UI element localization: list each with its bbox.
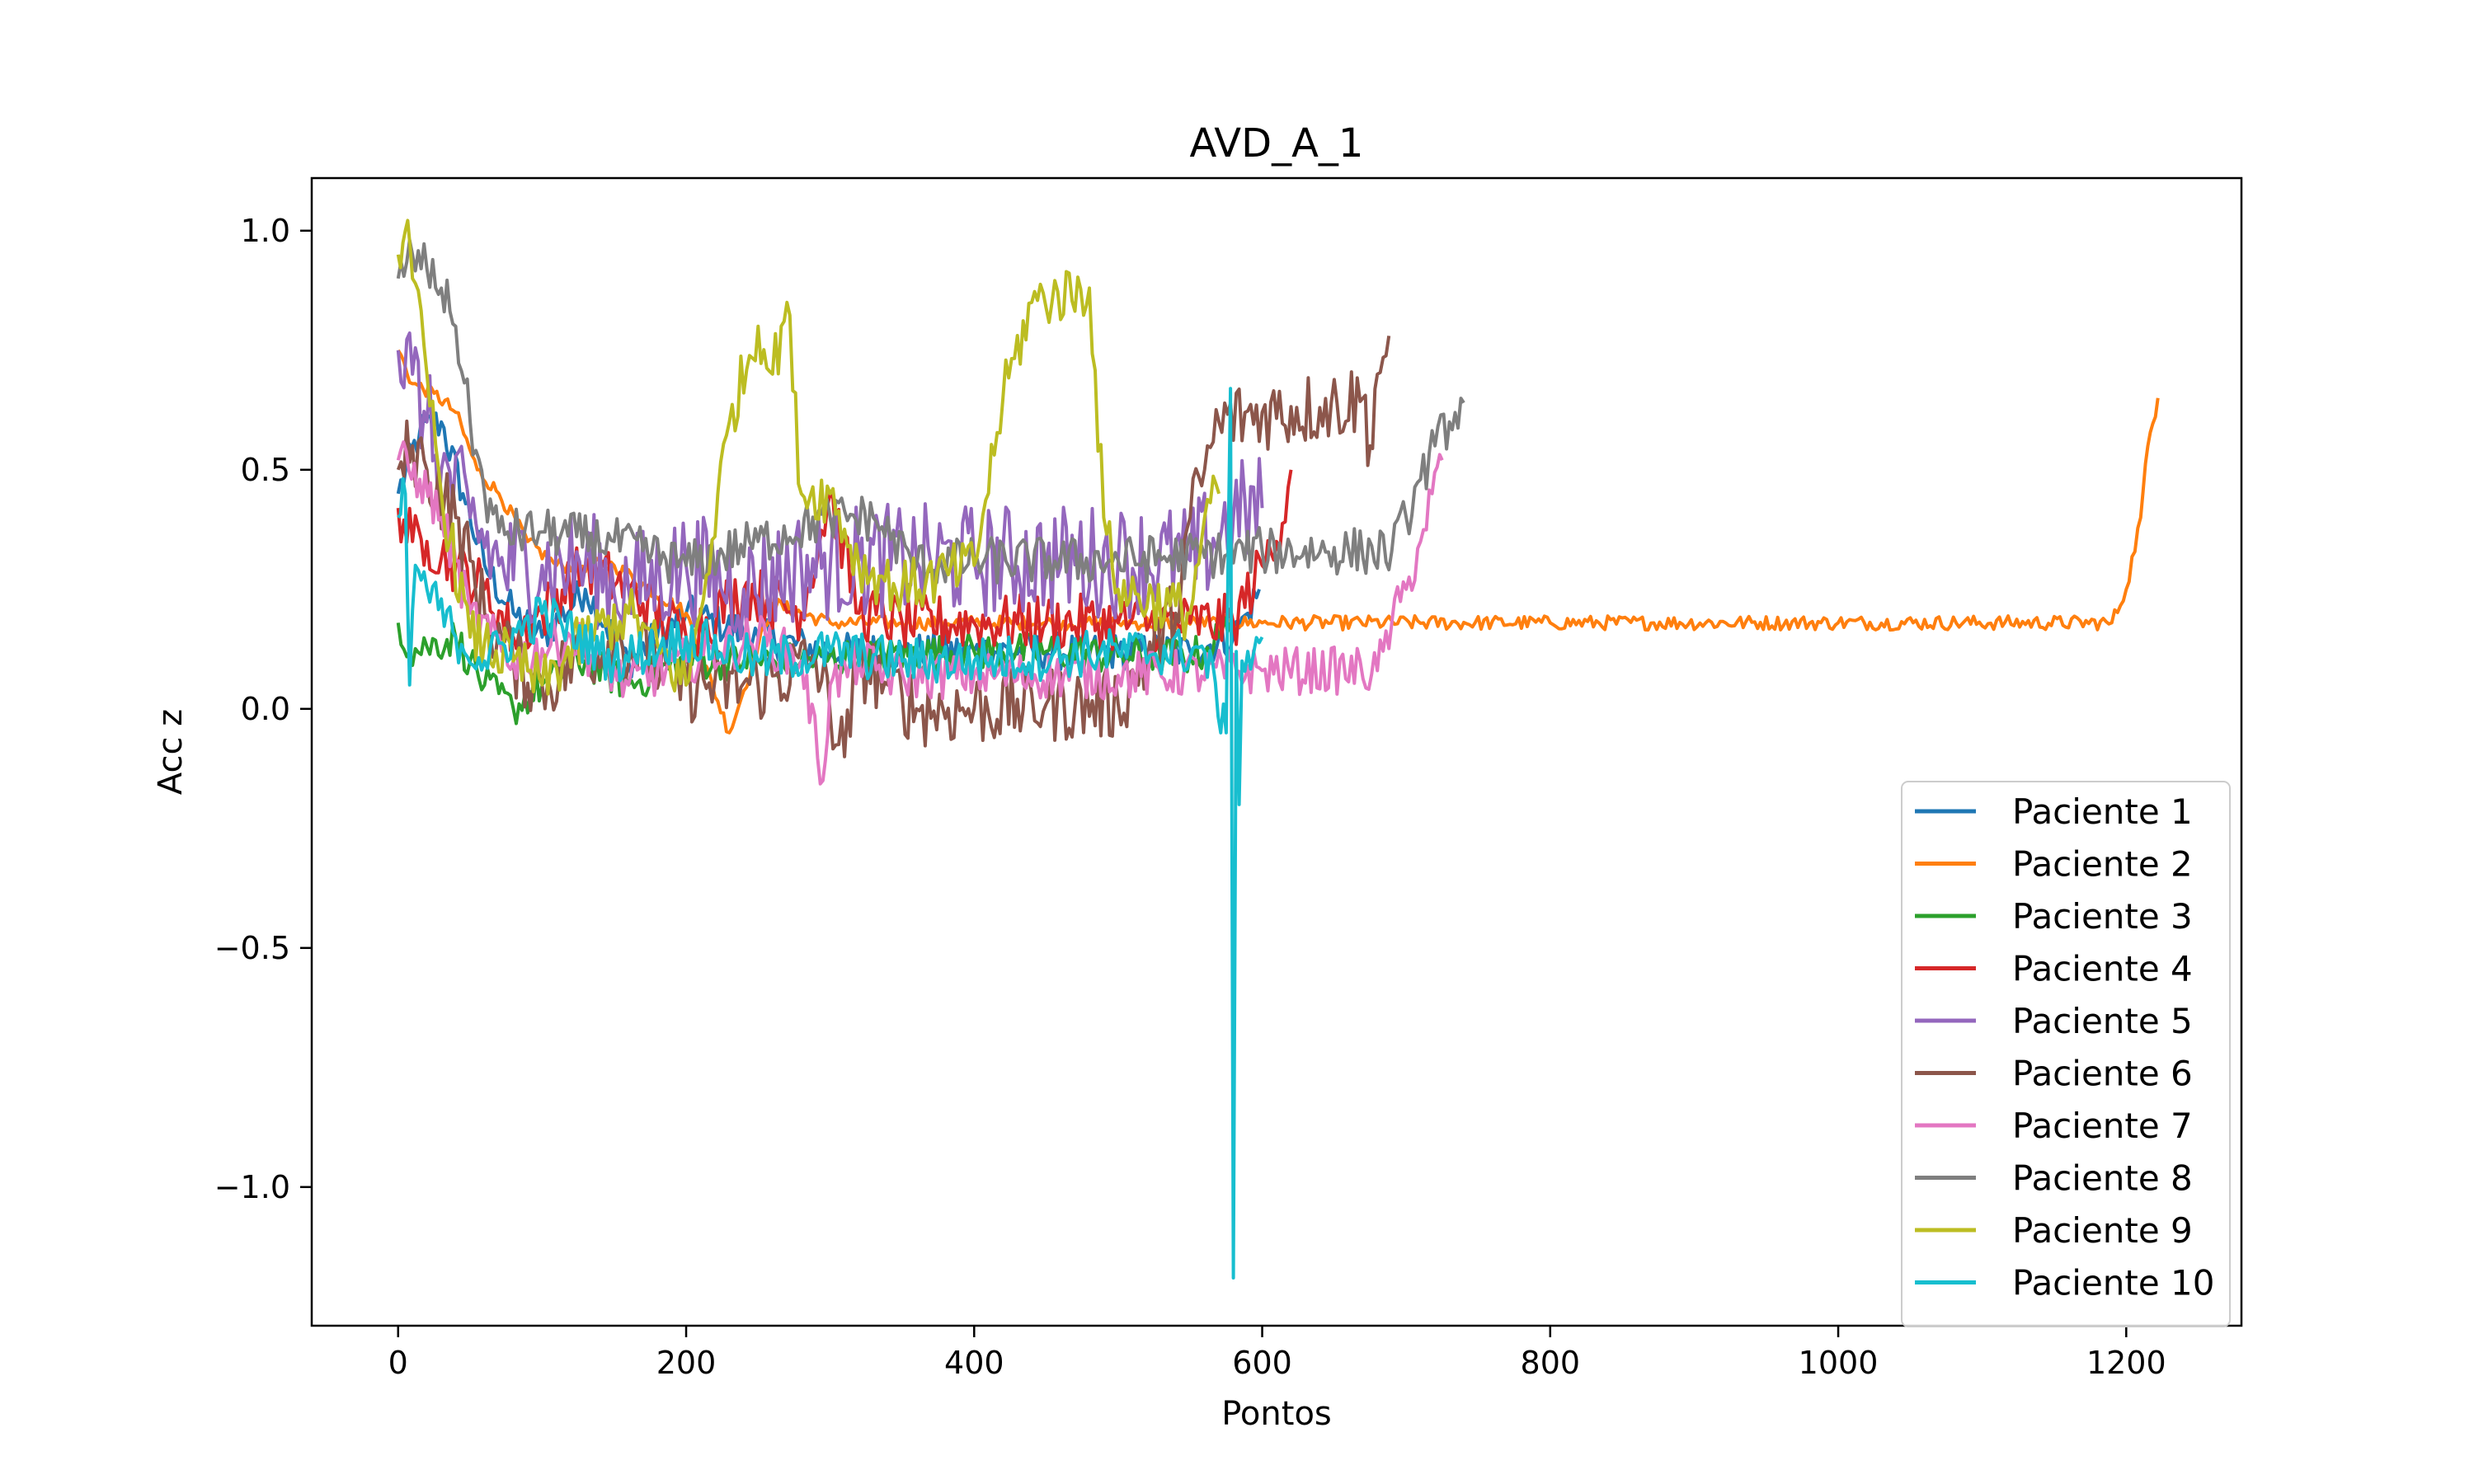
chart-title: AVD_A_1 (1190, 120, 1364, 167)
legend-label-8: Paciente 8 (2012, 1158, 2193, 1199)
legend-label-6: Paciente 6 (2012, 1054, 2193, 1094)
y-tick-label: −0.5 (214, 930, 290, 966)
x-tick-label: 0 (388, 1345, 408, 1381)
legend-label-9: Paciente 9 (2012, 1210, 2193, 1251)
legend-label-10: Paciente 10 (2012, 1263, 2215, 1303)
series-line-2 (397, 349, 2160, 735)
plot-area (310, 176, 2243, 1327)
y-tick-label: 0.0 (241, 691, 290, 727)
series-line-9 (396, 218, 1221, 696)
x-tick-label: 800 (1521, 1345, 1581, 1381)
y-tick-label: −1.0 (214, 1169, 290, 1205)
legend-label-1: Paciente 1 (2012, 791, 2193, 832)
x-tick-label: 400 (944, 1345, 1004, 1381)
y-tick-label: 0.5 (241, 452, 290, 488)
series-line-7 (396, 440, 1444, 786)
legend-label-2: Paciente 2 (2012, 844, 2193, 885)
x-tick-label: 1000 (1799, 1345, 1879, 1381)
y-axis-label: Acc z (152, 709, 190, 795)
legend-box (1901, 781, 2231, 1327)
x-tick-label: 1200 (2086, 1345, 2166, 1381)
x-axis: 0 200 400 600 800 1000 1200 (388, 1326, 2166, 1381)
legend-label-3: Paciente 3 (2012, 896, 2193, 937)
x-tick-label: 200 (656, 1345, 717, 1381)
y-tick-label: 1.0 (241, 213, 290, 249)
x-axis-label: Pontos (1221, 1395, 1332, 1433)
series-layer (396, 218, 2160, 1280)
plot-border (310, 176, 2243, 1327)
x-tick-label: 600 (1232, 1345, 1292, 1381)
series-line-10 (397, 387, 1264, 1280)
legend-label-7: Paciente 7 (2012, 1106, 2193, 1146)
legend-label-4: Paciente 4 (2012, 949, 2193, 989)
y-axis: 1.0 0.5 0.0 −0.5 −1.0 (214, 213, 312, 1205)
legend-label-5: Paciente 5 (2012, 1001, 2193, 1041)
legend: Paciente 1 Paciente 2 Paciente 3 Paciente 4… (1901, 781, 2231, 1327)
